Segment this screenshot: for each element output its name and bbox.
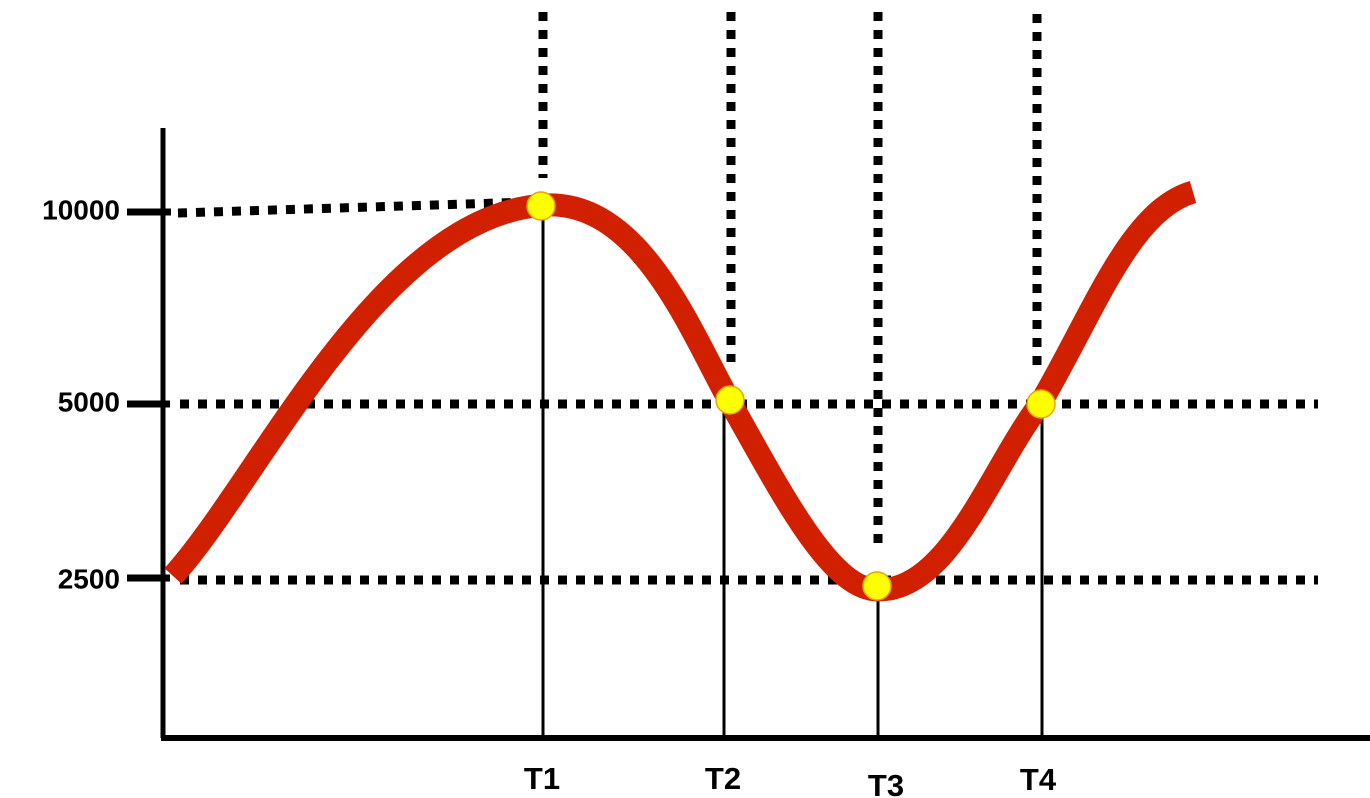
y-ticks: 10000 5000 2500 (42, 194, 171, 594)
marker-t2 (715, 385, 745, 415)
drop-lines (541, 208, 1044, 738)
ref-line-10000 (177, 197, 531, 218)
y-tick-label-5000: 5000 (58, 386, 120, 417)
axes (160, 128, 1370, 741)
y-tick-label-10000: 10000 (42, 194, 120, 225)
x-tick-label-t3: T3 (868, 768, 904, 798)
x-ticks: T1 T2 T3 T4 (524, 761, 1057, 798)
marker-t1 (526, 191, 556, 221)
markers (526, 191, 1056, 601)
x-tick-label-t2: T2 (705, 761, 741, 796)
marker-t3 (862, 571, 892, 601)
x-tick-label-t4: T4 (1020, 762, 1057, 797)
y-tick-label-2500: 2500 (58, 563, 120, 594)
reference-lines (177, 12, 1318, 585)
marker-t4 (1026, 389, 1056, 419)
x-tick-label-t1: T1 (524, 761, 560, 796)
